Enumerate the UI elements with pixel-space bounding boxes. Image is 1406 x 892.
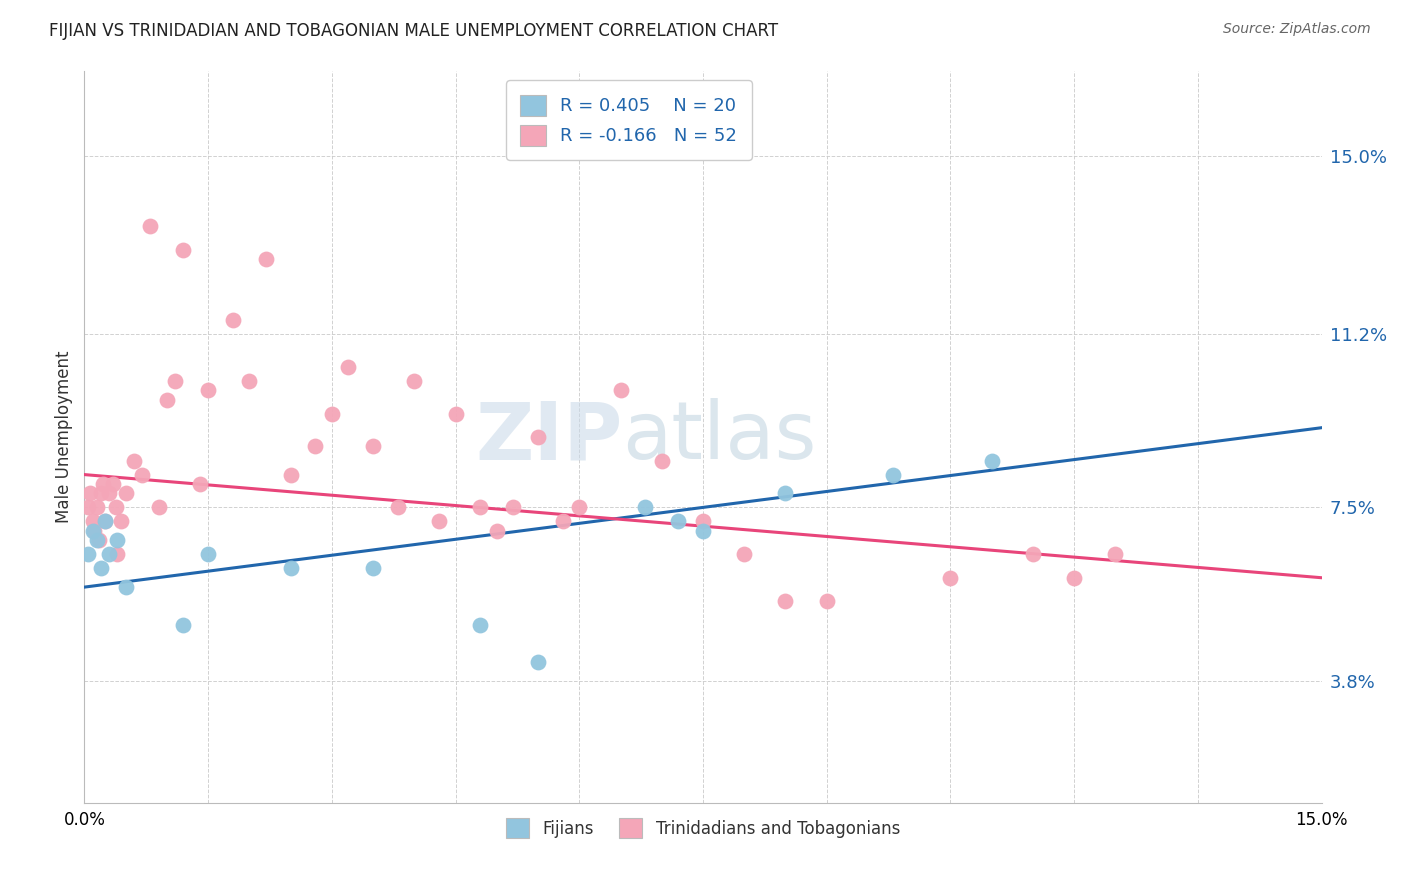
Point [131,467,153,482]
Text: Source: ZipAtlas.com: Source: ZipAtlas.com [1223,22,1371,37]
Point [775,486,797,500]
Point [361,561,384,575]
Point [939,571,962,585]
Point [321,407,343,421]
Point [980,453,1002,467]
Point [387,500,409,515]
Point [361,440,384,454]
Point [156,392,179,407]
Point [172,243,194,257]
Point [1104,547,1126,561]
Point [98,486,121,500]
Point [238,374,260,388]
Point [280,561,302,575]
Point [337,359,360,374]
Point [651,453,673,467]
Point [444,407,467,421]
Point [634,500,657,515]
Point [89,533,111,548]
Point [139,219,162,233]
Point [90,561,112,575]
Point [404,374,426,388]
Point [197,383,219,397]
Point [148,500,170,515]
Point [104,500,127,515]
Point [110,515,132,529]
Point [105,533,128,548]
Y-axis label: Male Unemployment: Male Unemployment [55,351,73,524]
Point [98,547,121,561]
Point [86,533,108,548]
Point [77,500,100,515]
Point [470,500,492,515]
Point [485,524,508,538]
Point [91,477,114,491]
Point [82,515,104,529]
Point [83,524,105,538]
Point [692,524,714,538]
Point [568,500,591,515]
Point [304,440,326,454]
Point [1063,571,1085,585]
Point [79,486,101,500]
Point [882,467,904,482]
Point [502,500,524,515]
Point [254,252,277,266]
Point [527,430,550,444]
Point [551,515,574,529]
Point [222,313,245,327]
Point [1022,547,1045,561]
Point [188,477,211,491]
Point [666,515,689,529]
Text: atlas: atlas [623,398,817,476]
Point [197,547,219,561]
Text: FIJIAN VS TRINIDADIAN AND TOBAGONIAN MALE UNEMPLOYMENT CORRELATION CHART: FIJIAN VS TRINIDADIAN AND TOBAGONIAN MAL… [49,22,779,40]
Point [105,547,128,561]
Point [815,594,838,608]
Point [609,383,631,397]
Point [114,580,136,594]
Text: ZIP: ZIP [475,398,623,476]
Point [692,515,714,529]
Point [527,655,550,669]
Point [427,515,450,529]
Point [90,486,112,500]
Point [775,594,797,608]
Point [94,515,117,529]
Point [470,617,492,632]
Point [122,453,145,467]
Point [165,374,187,388]
Point [77,547,100,561]
Point [114,486,136,500]
Point [94,515,117,529]
Point [280,467,302,482]
Point [103,477,125,491]
Legend: Fijians, Trinidadians and Tobagonians: Fijians, Trinidadians and Tobagonians [495,806,911,849]
Point [86,500,108,515]
Point [172,617,194,632]
Point [733,547,755,561]
Point [82,524,104,538]
